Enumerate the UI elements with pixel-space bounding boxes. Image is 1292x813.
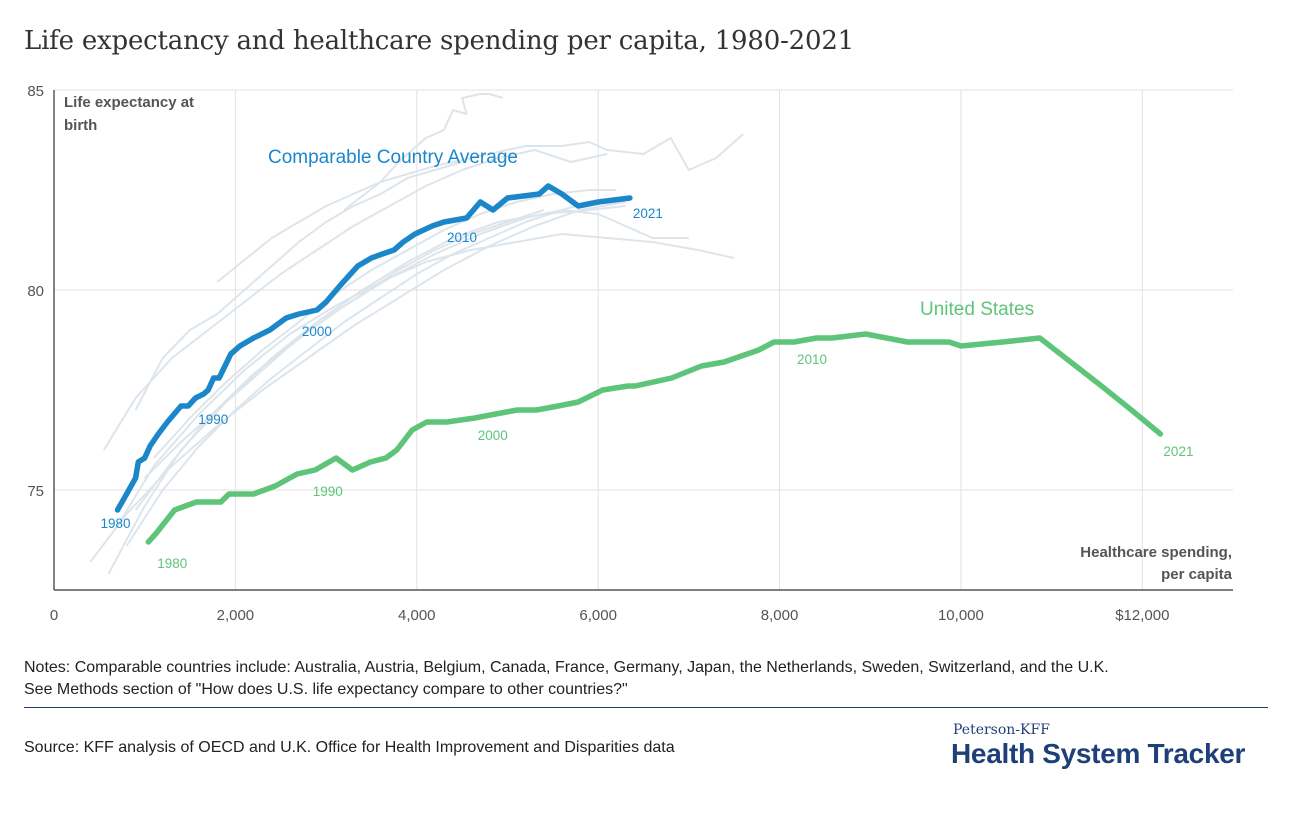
united-states-line — [145, 331, 1164, 545]
x-tick-label: 2,000 — [217, 607, 255, 624]
x-tick-label: 4,000 — [398, 607, 436, 624]
year-label-us-2021: 2021 — [1163, 444, 1193, 459]
y-axis-title-line1: Life expectancy at — [64, 94, 194, 111]
comparable-countries-background-lines — [89, 93, 744, 575]
background-line-comparable-country-5 — [116, 233, 735, 527]
year-label-comparable-2021: 2021 — [633, 206, 663, 221]
x-tick-label: 6,000 — [579, 607, 617, 624]
comparable-country-average-line — [114, 183, 633, 513]
source-text: Source: KFF analysis of OECD and U.K. Of… — [24, 739, 675, 756]
divider — [24, 707, 1268, 708]
background-line-comparable-country-8 — [125, 201, 590, 547]
year-label-us-2010: 2010 — [797, 352, 827, 367]
x-axis-title-line1: Healthcare spending, — [1080, 544, 1232, 561]
year-label-us-1980: 1980 — [157, 556, 187, 571]
axis-titles: Life expectancy at birth Healthcare spen… — [64, 94, 1233, 583]
x-tick-label: $12,000 — [1115, 607, 1169, 624]
year-label-comparable-1980: 1980 — [100, 516, 130, 531]
background-line-comparable-country-9 — [143, 209, 545, 479]
x-tick-label: 10,000 — [938, 607, 984, 624]
x-axis-title-line2: per capita — [1161, 566, 1233, 583]
year-label-us-1990: 1990 — [313, 484, 343, 499]
axes — [53, 90, 1233, 591]
year-label-comparable-2000: 2000 — [302, 324, 332, 339]
background-line-comparable-country-3 — [343, 93, 504, 211]
year-labels: 1980 1990 2000 2010 2021 1980 1990 2000 2010 2021 — [100, 206, 1193, 571]
background-line-comparable-country-7 — [107, 205, 626, 575]
chart-svg: 0 2,000 4,000 6,000 8,000 10,000 $12,000 75 80 85… — [27, 83, 1233, 624]
year-label-comparable-1990: 1990 — [198, 412, 228, 427]
series-labels: Comparable Country Average United States — [268, 147, 1034, 320]
brand-subtitle: Peterson-KFF — [953, 722, 1050, 738]
background-line-comparable-country-10 — [153, 189, 617, 459]
series-label-us: United States — [920, 299, 1034, 320]
background-line-comparable-country-2 — [103, 149, 608, 451]
x-tick-label: 8,000 — [761, 607, 799, 624]
series-label-comparable: Comparable Country Average — [268, 147, 518, 168]
notes-line-1: Notes: Comparable countries include: Aus… — [24, 659, 1109, 676]
brand-logo-text: Health System Tracker — [951, 738, 1246, 769]
x-tick-label: 0 — [50, 607, 58, 624]
background-line-comparable-country-1 — [89, 201, 626, 563]
y-axis-title-line2: birth — [64, 117, 97, 134]
year-label-comparable-2010: 2010 — [447, 230, 477, 245]
background-line-comparable-country-4 — [216, 133, 744, 283]
y-tick-label: 85 — [27, 83, 44, 100]
tick-labels: 0 2,000 4,000 6,000 8,000 10,000 $12,000 75 80 85 — [27, 83, 1169, 624]
chart-title: Life expectancy and healthcare spending … — [24, 26, 855, 56]
notes: Notes: Comparable countries include: Aus… — [24, 657, 1109, 701]
y-tick-label: 75 — [27, 483, 44, 500]
year-label-us-2000: 2000 — [478, 428, 508, 443]
main-series-lines — [114, 183, 1164, 545]
background-line-comparable-country-6 — [134, 209, 689, 511]
notes-line-2: See Methods section of "How does U.S. li… — [24, 681, 628, 698]
gridlines — [54, 89, 1233, 590]
background-line-comparable-country-11 — [134, 161, 463, 411]
y-tick-label: 80 — [27, 283, 44, 300]
